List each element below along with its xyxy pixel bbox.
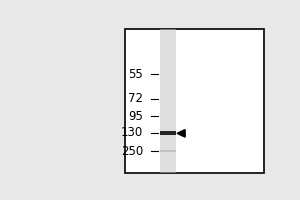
Text: 130: 130	[121, 126, 143, 139]
Bar	[125, 29, 264, 173]
Bar	[160, 29, 176, 173]
Text: 95: 95	[128, 110, 143, 123]
Polygon shape	[177, 130, 185, 137]
Bar	[160, 131, 176, 135]
Text: 250: 250	[121, 145, 143, 158]
Bar	[160, 150, 176, 152]
Text: 72: 72	[128, 92, 143, 105]
Text: 55: 55	[128, 68, 143, 81]
